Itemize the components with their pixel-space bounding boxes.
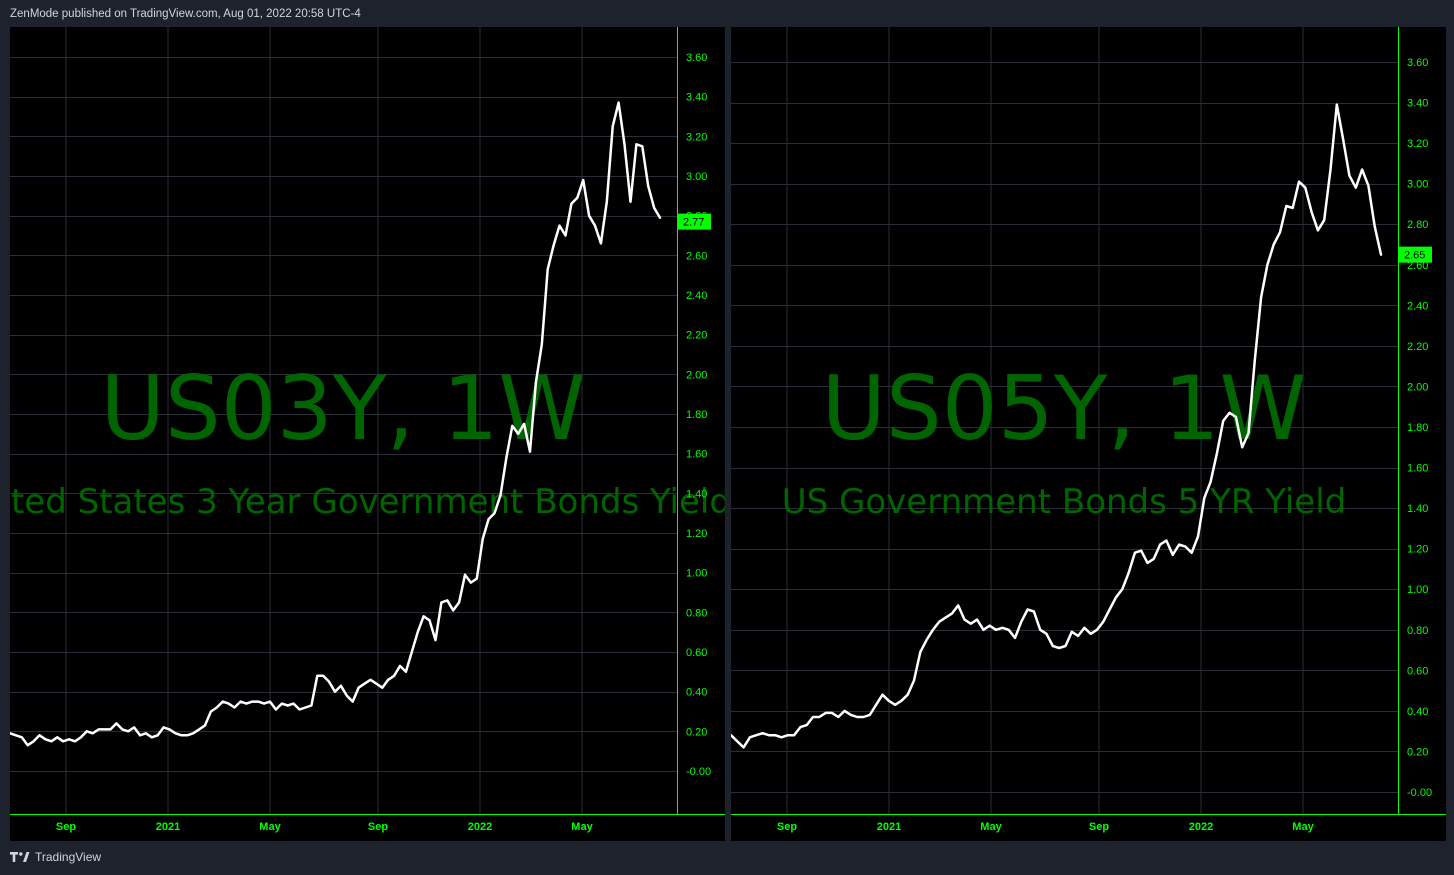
y-tick-label: 2.60: [1407, 260, 1428, 272]
y-tick-label: 3.60: [1407, 57, 1428, 69]
watermark-symbol: US03Y, 1W: [101, 357, 586, 460]
last-price-tag[interactable]: 2.65: [1399, 246, 1432, 263]
y-tick-label: -0.00: [686, 766, 711, 778]
x-tick-label: May: [980, 821, 1002, 833]
plot-background: [10, 27, 725, 841]
x-tick-label: 2021: [156, 821, 180, 833]
y-tick-label: 0.80: [686, 607, 707, 619]
last-price-tag-bg: [1399, 246, 1432, 263]
series-line[interactable]: [10, 101, 662, 747]
y-tick-label: 1.40: [686, 488, 707, 500]
last-price-label: 2.77: [683, 217, 704, 229]
y-tick-label: 2.60: [686, 250, 707, 262]
last-price-tag[interactable]: 2.77: [678, 213, 711, 230]
y-tick-label: 1.80: [1407, 422, 1428, 434]
plot-background: [731, 27, 1446, 841]
x-tick-label: 2022: [1189, 821, 1213, 833]
y-tick-label: 2.40: [1407, 300, 1428, 312]
y-tick-label: 0.80: [1407, 625, 1428, 637]
y-tick-label: 3.40: [686, 92, 707, 104]
y-axis-labels: 3.60 3.40 3.20 3.00 2.80 2.60 2.40 2.20 2.00 1.80…: [1407, 57, 1432, 799]
x-tick-label: May: [259, 821, 281, 833]
y-tick-label: 1.20: [1407, 544, 1428, 556]
x-axis-labels: Sep 2021 May Sep 2022 May: [777, 821, 1315, 833]
watermark-symbol: US05Y, 1W: [822, 357, 1307, 460]
y-tick-label: 2.20: [1407, 341, 1428, 353]
watermark-description: US Government Bonds 5 YR Yield: [782, 482, 1347, 522]
y-tick-label: 2.00: [1407, 381, 1428, 393]
y-tick-label: 2.20: [686, 330, 707, 342]
x-tick-label: Sep: [777, 821, 797, 833]
watermark-description: United States 3 Year Government Bonds Yi…: [10, 482, 725, 522]
y-tick-label: 2.00: [686, 369, 707, 381]
y-tick-label: 1.40: [1407, 503, 1428, 515]
x-tick-label: May: [1292, 821, 1314, 833]
y-tick-label: 1.60: [686, 449, 707, 461]
x-tick-label: Sep: [368, 821, 388, 833]
y-tick-label: 1.00: [686, 568, 707, 580]
y-tick-label: 2.80: [1407, 219, 1428, 231]
us05y-chart[interactable]: US05Y, 1W US Government Bonds 5 YR Yield 3…: [731, 27, 1446, 841]
y-tick-label: 0.20: [1407, 746, 1428, 758]
tradingview-logo-icon[interactable]: [10, 851, 30, 863]
x-tick-label: May: [571, 821, 593, 833]
y-tick-label: 2.40: [686, 290, 707, 302]
y-tick-label: 0.60: [1407, 665, 1428, 677]
y-tick-label: 0.40: [686, 687, 707, 699]
y-tick-label: 3.40: [1407, 98, 1428, 110]
published-header: ZenMode published on TradingView.com, Au…: [10, 8, 361, 20]
grid: [10, 27, 677, 814]
y-tick-label: -0.00: [1407, 787, 1432, 799]
y-tick-label: 3.00: [1407, 179, 1428, 191]
y-tick-label: 3.20: [1407, 138, 1428, 150]
y-tick-label: 1.80: [686, 409, 707, 421]
tradingview-brand[interactable]: TradingView: [35, 850, 102, 864]
x-tick-label: Sep: [56, 821, 76, 833]
grid: [731, 27, 1398, 814]
y-tick-label: 1.20: [686, 528, 707, 540]
us03y-chart[interactable]: US03Y, 1W United States 3 Year Government…: [10, 27, 725, 841]
us03y-chart-panel[interactable]: US03Y, 1W United States 3 Year Government…: [10, 27, 725, 841]
last-price-tag-bg: [678, 213, 711, 230]
y-tick-label: 1.60: [1407, 463, 1428, 475]
last-price-label: 2.65: [1404, 250, 1425, 262]
y-tick-label: 0.20: [686, 726, 707, 738]
footer: TradingView: [10, 849, 101, 865]
y-tick-label: 3.60: [686, 52, 707, 64]
y-tick-label: 0.40: [1407, 706, 1428, 718]
x-tick-label: 2022: [468, 821, 492, 833]
us05y-chart-panel[interactable]: US05Y, 1W US Government Bonds 5 YR Yield 3…: [731, 27, 1446, 841]
x-tick-label: Sep: [1089, 821, 1109, 833]
y-tick-label: 0.60: [686, 647, 707, 659]
y-tick-label: 1.00: [1407, 584, 1428, 596]
y-tick-label: 3.00: [686, 171, 707, 183]
series-line[interactable]: [731, 103, 1383, 749]
y-tick-label: 3.20: [686, 131, 707, 143]
x-axis-labels: Sep 2021 May Sep 2022 May: [56, 821, 594, 833]
x-tick-label: 2021: [877, 821, 901, 833]
